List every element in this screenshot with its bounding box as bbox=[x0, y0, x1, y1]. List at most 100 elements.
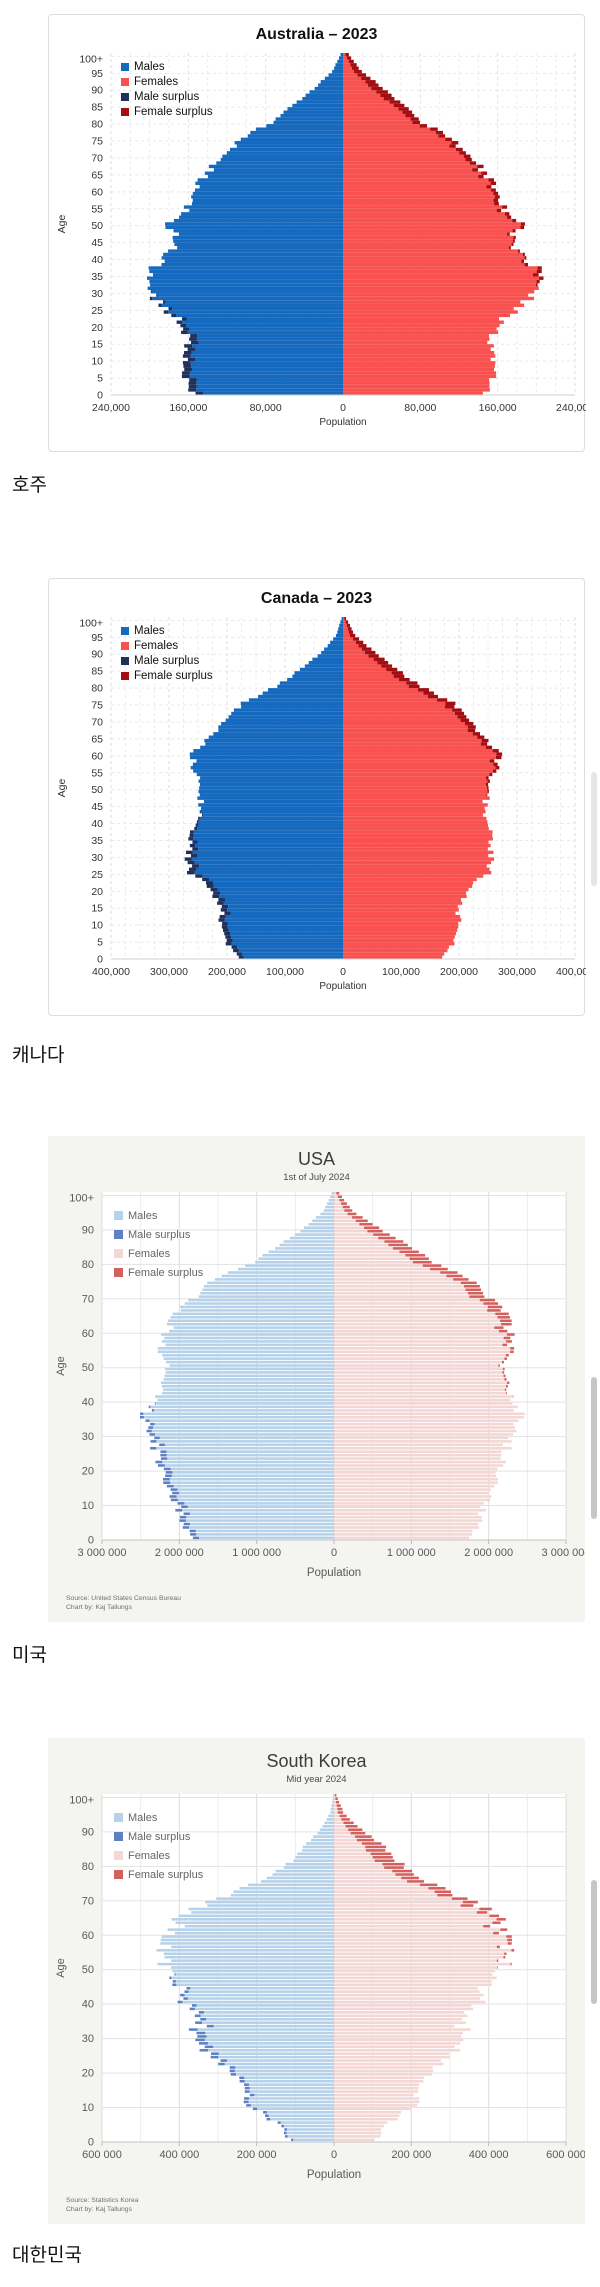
svg-text:40: 40 bbox=[91, 818, 103, 830]
legend-label: Female surplus bbox=[128, 1868, 204, 1881]
svg-text:100,000: 100,000 bbox=[382, 966, 420, 978]
caption-usa: 미국 bbox=[12, 1645, 47, 1666]
legend-label: Males bbox=[128, 1209, 158, 1222]
pyramid-chart-svg: 240,000 160,000 80,000 0 80,000 160,000 240,00… bbox=[56, 53, 586, 428]
legend-label: Males bbox=[134, 60, 165, 73]
legend-item: Female surplus bbox=[114, 1865, 203, 1884]
chart-title: Canada – 2023 bbox=[260, 590, 373, 607]
svg-text:Population: Population bbox=[307, 1567, 361, 1579]
svg-text:400,000: 400,000 bbox=[92, 966, 130, 978]
svg-text:90: 90 bbox=[91, 649, 103, 661]
legend-swatch-icon bbox=[121, 92, 129, 101]
svg-text:200,000: 200,000 bbox=[208, 966, 246, 978]
legend-item: Female surplus bbox=[114, 1263, 203, 1282]
svg-text:25: 25 bbox=[91, 305, 103, 317]
legend-item: Male surplus bbox=[121, 89, 213, 104]
svg-text:80,000: 80,000 bbox=[404, 402, 436, 414]
legend-item: Males bbox=[114, 1808, 203, 1827]
caption-australia: 호주 bbox=[12, 475, 47, 496]
chart-source: Source: Statistics Korea Chart by: Kaj T… bbox=[66, 2197, 139, 2214]
source-line: Source: Statistics Korea bbox=[66, 2197, 139, 2204]
svg-text:0: 0 bbox=[97, 954, 103, 966]
legend-label: Female surplus bbox=[134, 669, 213, 682]
legend-item: Females bbox=[121, 638, 213, 653]
legend-label: Males bbox=[128, 1811, 158, 1824]
svg-text:100+: 100+ bbox=[69, 1794, 94, 1806]
svg-text:30: 30 bbox=[91, 288, 103, 300]
svg-text:80: 80 bbox=[82, 1259, 94, 1271]
svg-text:20: 20 bbox=[91, 886, 103, 898]
legend-label: Male surplus bbox=[128, 1228, 191, 1241]
svg-text:40: 40 bbox=[82, 1397, 94, 1409]
svg-text:35: 35 bbox=[91, 835, 103, 847]
chart-legend: Males Male surplus Females Female surplus bbox=[114, 1808, 203, 1884]
legend-label: Males bbox=[134, 624, 165, 637]
legend-swatch-icon bbox=[121, 77, 129, 86]
svg-text:65: 65 bbox=[91, 169, 103, 181]
legend-swatch-icon bbox=[121, 656, 129, 665]
scrollbar-thumb[interactable] bbox=[591, 772, 597, 886]
svg-text:50: 50 bbox=[91, 784, 103, 796]
svg-text:80: 80 bbox=[91, 119, 103, 131]
source-line: Source: United States Census Bureau bbox=[66, 1595, 181, 1602]
svg-text:300,000: 300,000 bbox=[498, 966, 536, 978]
legend-swatch-icon bbox=[114, 1851, 123, 1860]
svg-text:30: 30 bbox=[91, 852, 103, 864]
legend-label: Female surplus bbox=[134, 105, 213, 118]
legend-swatch-icon bbox=[114, 1813, 123, 1822]
legend-label: Females bbox=[128, 1849, 171, 1862]
legend-swatch-icon bbox=[121, 641, 129, 650]
svg-text:55: 55 bbox=[91, 767, 103, 779]
chart-source: Source: United States Census Bureau Char… bbox=[66, 1595, 181, 1612]
legend-swatch-icon bbox=[121, 62, 129, 71]
legend-swatch-icon bbox=[114, 1268, 123, 1277]
svg-text:75: 75 bbox=[91, 136, 103, 148]
usa-pyramid-card: USA 1st of July 2024 Males Male surplus Fe… bbox=[48, 1136, 585, 1622]
svg-text:70: 70 bbox=[91, 152, 103, 164]
svg-text:45: 45 bbox=[91, 801, 103, 813]
svg-text:1 000 000: 1 000 000 bbox=[387, 1547, 436, 1559]
svg-text:600 000: 600 000 bbox=[546, 2149, 585, 2161]
svg-text:60: 60 bbox=[91, 750, 103, 762]
svg-text:200,000: 200,000 bbox=[440, 966, 478, 978]
svg-text:80: 80 bbox=[82, 1861, 94, 1873]
svg-text:Age: Age bbox=[56, 779, 68, 798]
legend-item: Males bbox=[114, 1206, 203, 1225]
svg-text:0: 0 bbox=[331, 2149, 337, 2161]
svg-text:15: 15 bbox=[91, 903, 103, 915]
svg-text:100+: 100+ bbox=[69, 1192, 94, 1204]
scrollbar-thumb[interactable] bbox=[591, 1880, 597, 2004]
svg-text:90: 90 bbox=[82, 1224, 94, 1236]
legend-swatch-icon bbox=[114, 1870, 123, 1879]
legend-item: Females bbox=[114, 1244, 203, 1263]
canada-pyramid-card: Canada – 2023 Males Females Male surplus Fe… bbox=[48, 578, 586, 1016]
svg-text:45: 45 bbox=[91, 237, 103, 249]
svg-text:85: 85 bbox=[91, 102, 103, 114]
legend-label: Females bbox=[134, 639, 179, 652]
svg-text:240,000: 240,000 bbox=[556, 402, 586, 414]
svg-text:20: 20 bbox=[91, 322, 103, 334]
chart-title: South Korea bbox=[266, 1751, 367, 1771]
pyramid-chart-svg: 400,000 300,000 200,000 100,000 0 100,000 200,… bbox=[56, 617, 586, 992]
legend-swatch-icon bbox=[121, 671, 129, 680]
svg-text:70: 70 bbox=[91, 716, 103, 728]
caption-canada: 캐나다 bbox=[12, 1045, 65, 1066]
svg-text:Age: Age bbox=[56, 215, 68, 234]
chart-legend: Males Male surplus Females Female surplus bbox=[114, 1206, 203, 1282]
svg-text:90: 90 bbox=[82, 1826, 94, 1838]
legend-label: Females bbox=[134, 75, 179, 88]
svg-text:95: 95 bbox=[91, 68, 103, 80]
svg-text:15: 15 bbox=[91, 339, 103, 351]
scrollbar-thumb[interactable] bbox=[591, 1377, 597, 1519]
svg-text:Age: Age bbox=[55, 1356, 67, 1376]
chart-title: Australia – 2023 bbox=[255, 26, 378, 43]
chart-subtitle: 1st of July 2024 bbox=[283, 1172, 350, 1183]
svg-text:160,000: 160,000 bbox=[169, 402, 207, 414]
svg-text:100+: 100+ bbox=[79, 617, 103, 629]
svg-text:10: 10 bbox=[82, 2102, 94, 2114]
svg-text:60: 60 bbox=[82, 1328, 94, 1340]
svg-text:20: 20 bbox=[82, 2068, 94, 2080]
svg-text:65: 65 bbox=[91, 733, 103, 745]
caption-south-korea: 대한민국 bbox=[12, 2245, 82, 2266]
svg-text:60: 60 bbox=[82, 1930, 94, 1942]
